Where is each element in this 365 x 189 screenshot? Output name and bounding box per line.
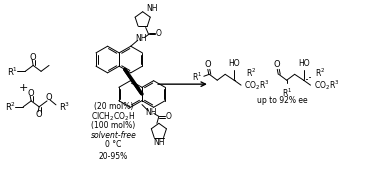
Text: O: O: [155, 29, 161, 38]
Text: NH: NH: [145, 108, 157, 117]
Text: O: O: [28, 88, 34, 98]
Text: O: O: [166, 112, 172, 121]
Text: +: +: [19, 83, 28, 93]
Text: solvent-free: solvent-free: [91, 131, 137, 140]
Text: NH: NH: [146, 4, 157, 13]
Text: (20 mol%): (20 mol%): [94, 102, 133, 111]
Text: R$^3$: R$^3$: [59, 101, 70, 113]
Text: 20-95%: 20-95%: [99, 152, 128, 161]
Text: (100 mol%): (100 mol%): [91, 121, 136, 130]
Text: NH: NH: [135, 34, 146, 43]
Text: HO: HO: [298, 59, 310, 68]
Text: O: O: [36, 110, 42, 119]
Text: R$^1$: R$^1$: [192, 71, 202, 84]
Text: R$^1$: R$^1$: [7, 65, 18, 77]
Text: ClCH$_2$CO$_2$H: ClCH$_2$CO$_2$H: [91, 110, 136, 123]
Text: HO: HO: [228, 59, 240, 68]
Text: R$^1$: R$^1$: [281, 86, 292, 98]
Text: NH: NH: [153, 138, 165, 146]
Text: CO$_2$R$^3$: CO$_2$R$^3$: [314, 78, 339, 92]
Text: O: O: [274, 60, 281, 69]
Text: R$^2$: R$^2$: [5, 101, 16, 113]
Text: CO$_2$R$^3$: CO$_2$R$^3$: [244, 78, 270, 92]
Text: O: O: [204, 60, 211, 69]
Text: O: O: [30, 53, 36, 62]
Text: R$^2$: R$^2$: [315, 66, 326, 79]
Text: up to 92% ee: up to 92% ee: [257, 96, 308, 105]
Text: 0 °C: 0 °C: [105, 140, 122, 149]
Text: O: O: [45, 93, 52, 102]
Text: R$^2$: R$^2$: [246, 66, 256, 79]
